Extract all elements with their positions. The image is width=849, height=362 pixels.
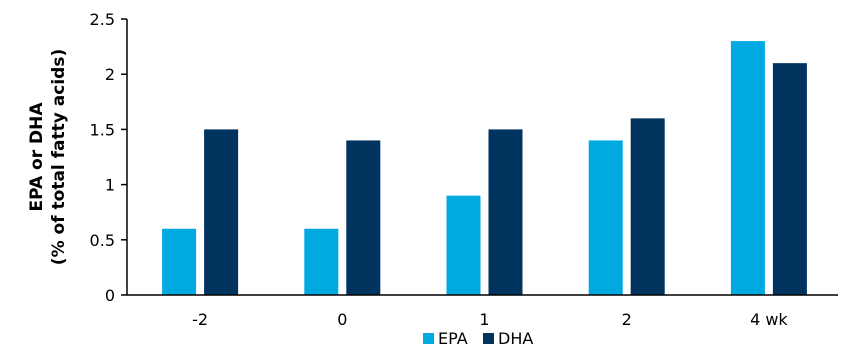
bar-dha <box>346 140 381 295</box>
x-tick-label: 0 <box>337 310 347 329</box>
y-axis-title: EPA or DHA (% of total fatty acids) <box>27 49 69 265</box>
x-tick-label: -2 <box>192 310 208 329</box>
legend-swatch-dha <box>483 333 494 344</box>
x-tick-label: 1 <box>479 310 489 329</box>
y-axis-title-line-2: (% of total fatty acids) <box>49 49 69 265</box>
y-tick-label: 0.5 <box>90 231 115 250</box>
bar-dha <box>630 118 665 295</box>
bar-dha <box>772 63 807 295</box>
y-tick-label: 0 <box>105 286 115 305</box>
bar-dha <box>204 129 239 295</box>
y-tick-label: 2.5 <box>90 10 115 29</box>
legend-label-epa: EPA <box>438 329 468 348</box>
x-tick-label: 4 wk <box>750 310 788 329</box>
y-tick-label: 2 <box>105 65 115 84</box>
bars <box>162 41 807 295</box>
legend-label-dha: DHA <box>498 329 533 348</box>
y-axis-ticks: 0 0.5 1 1.5 2 2.5 <box>90 10 127 305</box>
bar-epa <box>162 228 197 295</box>
legend-swatch-epa <box>423 333 434 344</box>
y-axis-title-line-1: EPA or DHA <box>27 102 47 212</box>
bar-epa <box>304 228 339 295</box>
x-tick-label: 2 <box>622 310 632 329</box>
bar-epa <box>730 41 765 295</box>
bar-epa <box>446 195 481 295</box>
legend: EPA DHA <box>423 329 533 348</box>
x-axis-ticks: -2 0 1 2 4 wk <box>192 310 788 329</box>
y-tick-label: 1 <box>105 176 115 195</box>
bar-epa <box>588 140 623 295</box>
y-tick-label: 1.5 <box>90 120 115 139</box>
bar-dha <box>488 129 523 295</box>
